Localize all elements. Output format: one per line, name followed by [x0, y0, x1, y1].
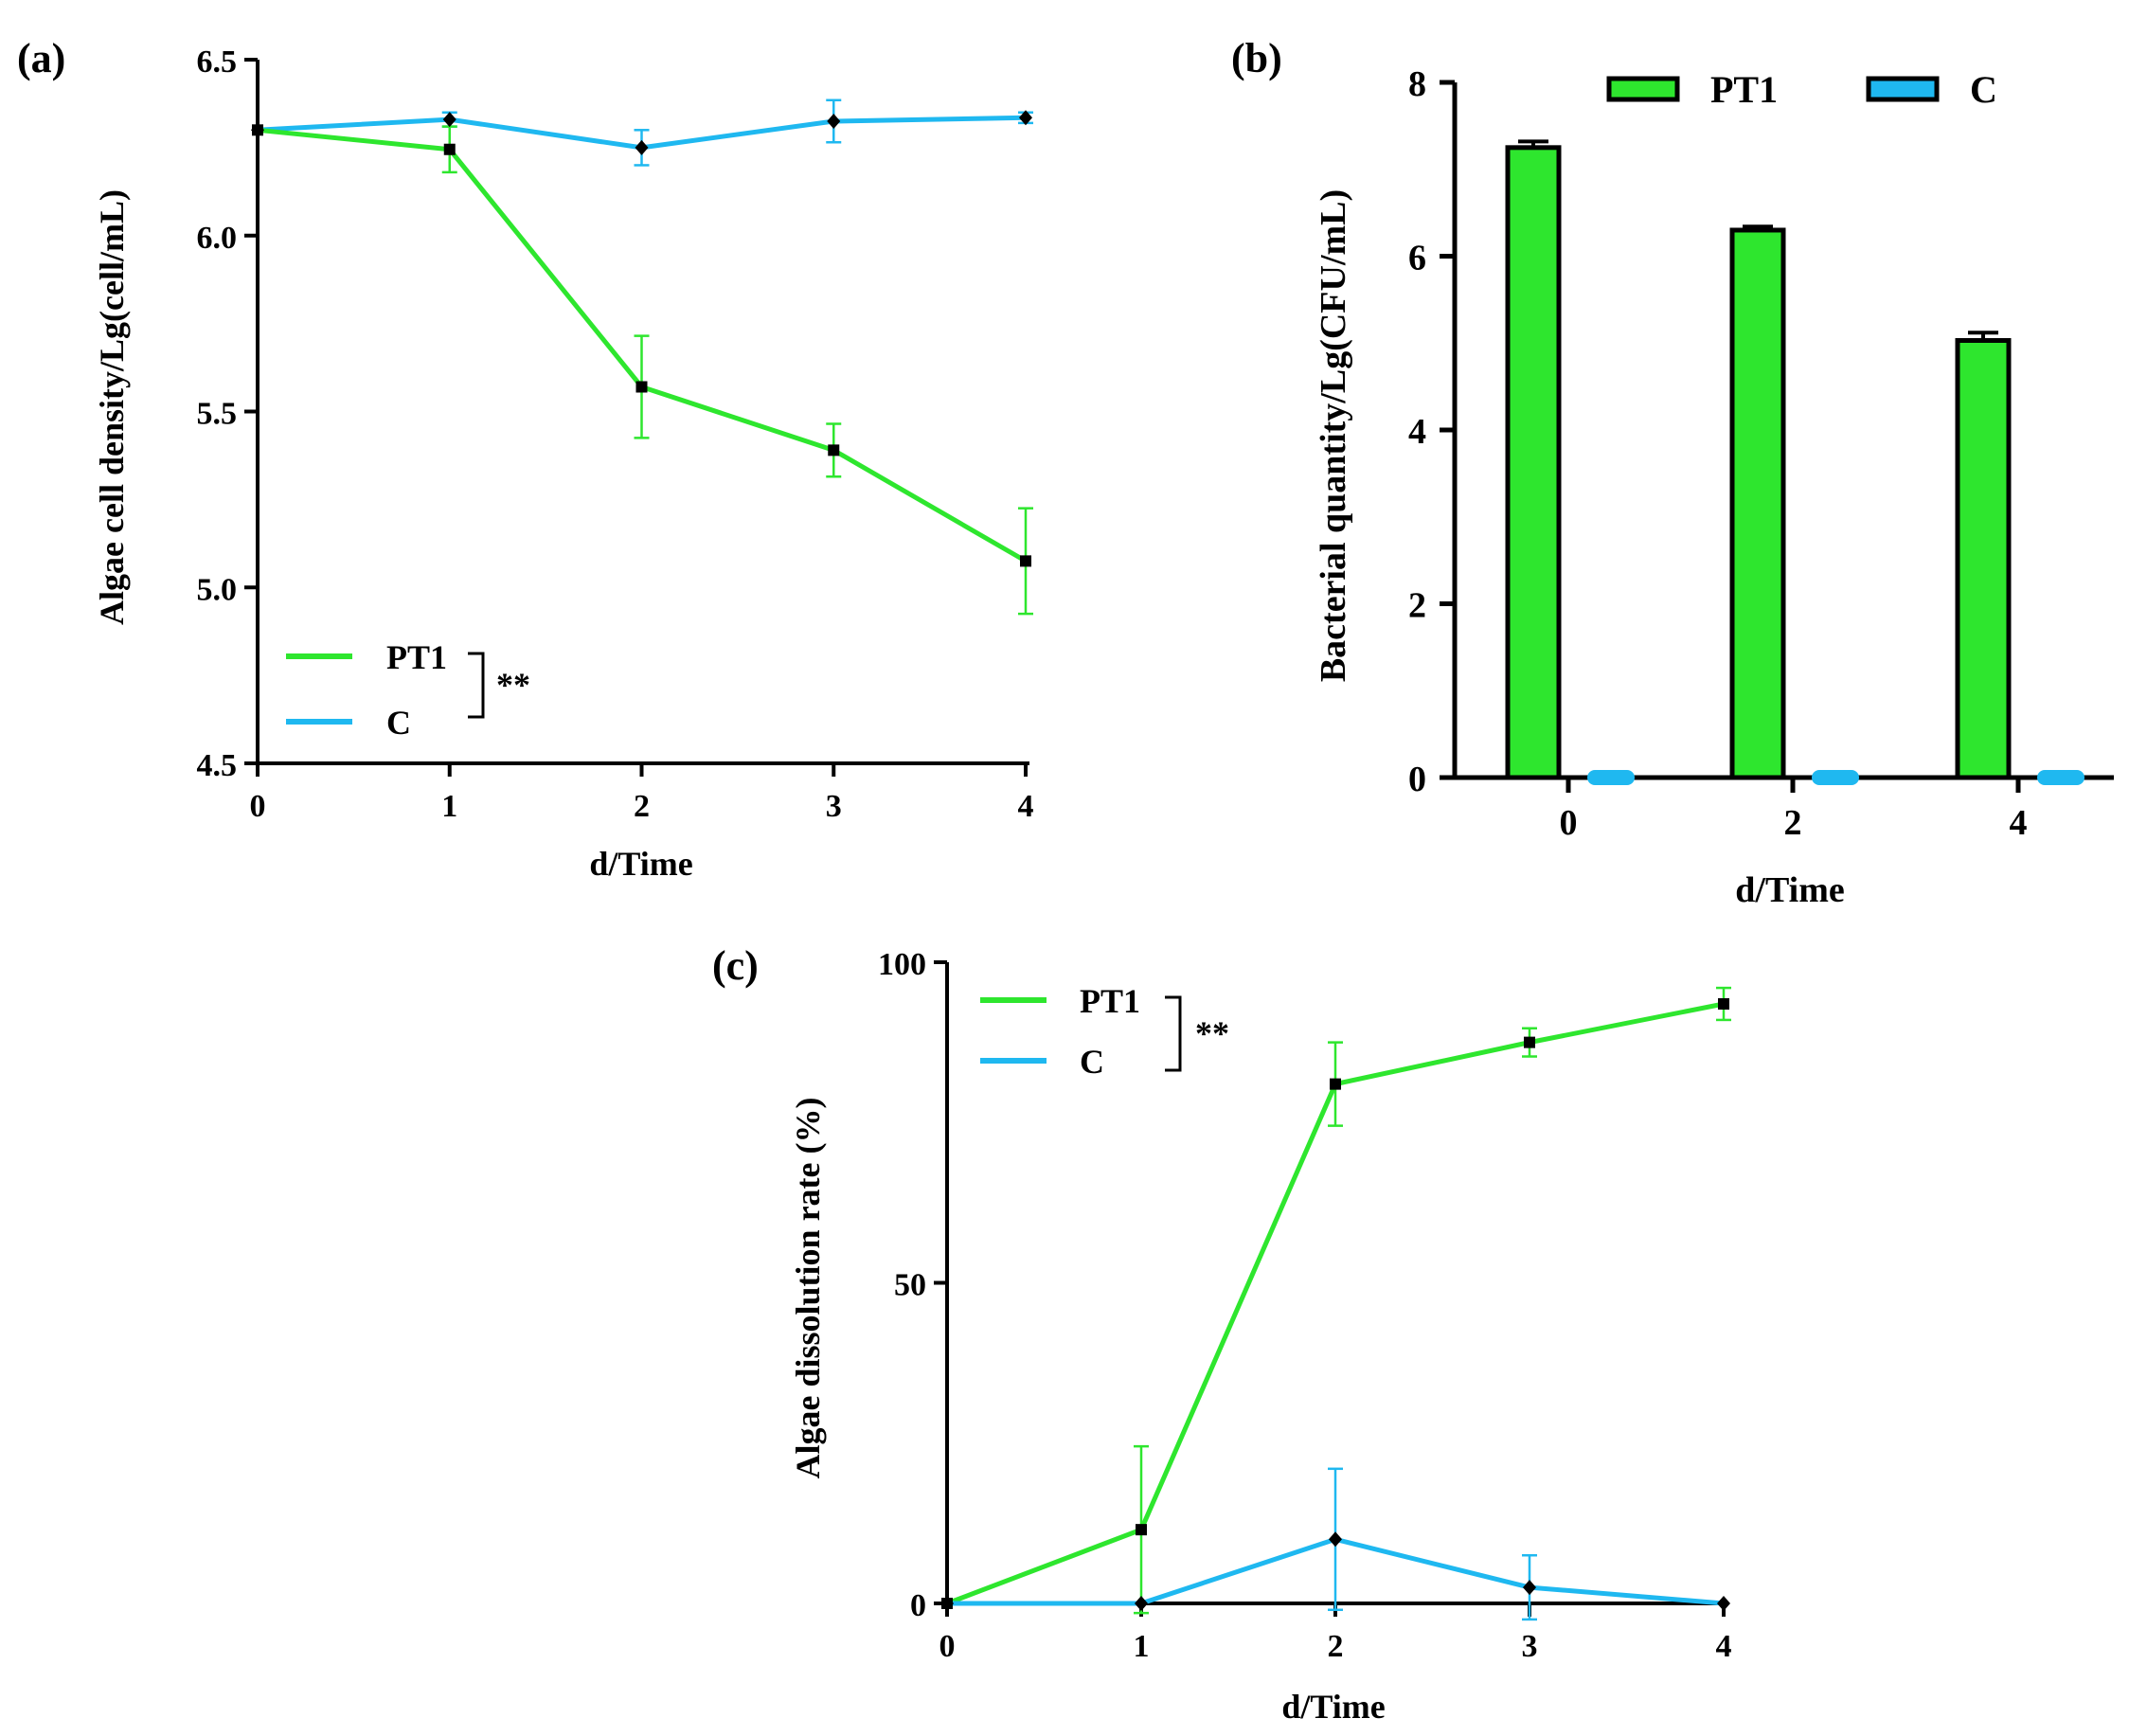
panel-a-plot: [251, 98, 1033, 616]
legend-c-label: C: [386, 704, 411, 742]
panel-c-xlabel: d/Time: [1281, 1688, 1385, 1726]
panel-c-legend: PT1 C **: [980, 982, 1229, 1081]
legend-c-swatch: [1866, 76, 1940, 102]
legend-c-label: C: [1970, 68, 1997, 111]
panel-a-label: (a): [17, 35, 65, 81]
panel-a: (a) Algae cell density/Lg(cell/mL) d/Tim…: [17, 35, 1034, 883]
legend-pt1-label: PT1: [1710, 68, 1778, 111]
data-point-pt1: [1136, 1524, 1147, 1536]
data-point-c: [1019, 110, 1032, 126]
data-point-pt1: [252, 124, 263, 136]
data-point-c: [1523, 1580, 1536, 1596]
bar-c: [2037, 770, 2084, 785]
x-tick-label: 2: [1328, 1629, 1344, 1664]
panel-b-plot: [1505, 139, 2084, 785]
data-point-pt1: [1524, 1036, 1535, 1048]
panel-b-ylabel: Bacterial quantity/Lg(CFU/mL): [1314, 189, 1353, 682]
y-tick-label: 100: [878, 947, 926, 982]
y-tick-label: 4: [1408, 412, 1426, 452]
y-tick-label: 0: [910, 1588, 926, 1623]
x-tick-label: 0: [250, 789, 266, 824]
data-point-c: [827, 114, 841, 130]
data-point-pt1: [828, 444, 840, 456]
panel-a-ylabel: Algae cell density/Lg(cell/mL): [93, 189, 131, 625]
y-tick-label: 2: [1408, 586, 1426, 626]
legend-c-label: C: [1080, 1043, 1104, 1081]
significance-bracket: [1165, 995, 1182, 1072]
data-point-c: [1135, 1596, 1148, 1611]
y-tick-label: 50: [894, 1268, 926, 1303]
data-point-c: [1717, 1596, 1730, 1611]
panel-b: (b) Bacterial quantity/Lg(CFU/mL) d/Time…: [1231, 35, 2114, 910]
y-tick-label: 8: [1408, 64, 1426, 104]
x-tick-label: 4: [2010, 803, 2028, 843]
x-tick-label: 3: [826, 789, 842, 824]
panel-c-plot: [940, 986, 1731, 1621]
panel-c: (c) Algae dissolution rate (%) d/Time 0 5…: [712, 942, 1732, 1726]
y-tick-label: 5.5: [197, 397, 238, 432]
significance-label: **: [496, 666, 530, 704]
panel-a-xlabel: d/Time: [589, 845, 692, 883]
panel-a-legend: PT1 C **: [286, 638, 530, 742]
data-point-pt1: [1718, 998, 1729, 1011]
y-tick-label: 6.5: [197, 45, 238, 80]
panel-c-axes: 0 50 100 0 1 2 3 4: [878, 947, 1732, 1664]
panel-a-axes: 4.5 5.0 5.5 6.0 6.5 0 1 2 3 4: [197, 45, 1034, 824]
data-point-pt1: [1020, 555, 1031, 567]
data-point-c: [442, 112, 456, 128]
y-tick-label: 4.5: [197, 748, 238, 783]
bar-pt1: [1729, 227, 1786, 780]
x-tick-label: 0: [1560, 803, 1578, 843]
panel-b-xlabel: d/Time: [1735, 870, 1844, 910]
y-tick-label: 6: [1408, 239, 1426, 278]
x-tick-label: 1: [1134, 1629, 1150, 1664]
legend-pt1-label: PT1: [386, 638, 447, 676]
data-point-c: [635, 139, 649, 155]
data-point-c: [940, 1596, 954, 1611]
x-tick-label: 4: [1716, 1629, 1732, 1664]
x-tick-label: 0: [939, 1629, 956, 1664]
data-point-c: [1329, 1531, 1342, 1548]
x-tick-label: 2: [1784, 803, 1802, 843]
panel-c-label: (c): [712, 942, 759, 989]
x-tick-label: 1: [441, 789, 457, 824]
y-tick-label: 6.0: [197, 221, 238, 256]
bar-pt1: [1505, 145, 1562, 780]
legend-pt1-swatch: [1606, 76, 1680, 102]
x-tick-label: 4: [1018, 789, 1034, 824]
legend-pt1-label: PT1: [1080, 982, 1140, 1020]
bar-c: [1812, 770, 1859, 785]
data-point-pt1: [1330, 1078, 1341, 1090]
panel-b-legend: PT1 C: [1606, 68, 1997, 111]
bar-pt1: [1955, 337, 2012, 780]
panel-c-ylabel: Algae dissolution rate (%): [789, 1098, 827, 1479]
significance-bracket: [468, 652, 485, 719]
x-tick-label: 2: [634, 789, 650, 824]
data-point-pt1: [443, 143, 456, 155]
data-point-pt1: [635, 381, 648, 393]
x-tick-label: 3: [1522, 1629, 1538, 1664]
significance-label: **: [1195, 1014, 1229, 1052]
y-tick-label: 0: [1408, 760, 1426, 799]
y-tick-label: 5.0: [197, 572, 238, 607]
bar-c: [1587, 770, 1635, 785]
panel-b-label: (b): [1231, 35, 1282, 81]
